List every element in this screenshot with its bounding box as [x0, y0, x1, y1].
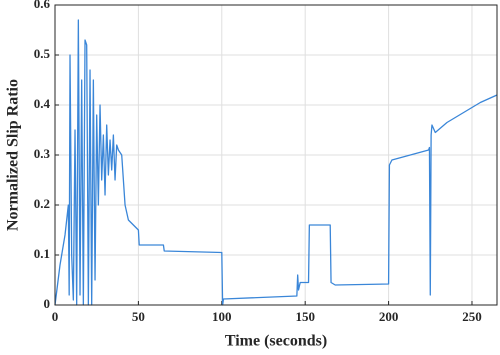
- x-tick-label: 0: [52, 309, 59, 324]
- axes-box: [54, 4, 498, 306]
- x-tick-label: 200: [379, 309, 399, 324]
- y-tick-label: 0.1: [34, 246, 50, 261]
- x-tick-label: 150: [295, 309, 315, 324]
- y-tick-label: 0.4: [34, 96, 51, 111]
- y-axis-label: Normalized Slip Ratio: [5, 79, 22, 231]
- x-tick-label: 100: [212, 309, 232, 324]
- y-tick-label: 0: [44, 296, 51, 311]
- y-tick-label: 0.5: [34, 46, 51, 61]
- data-line: [54, 19, 498, 306]
- y-tick-label: 0.6: [34, 0, 51, 11]
- y-tick-label: 0.3: [34, 146, 51, 161]
- x-axis-label: Time (seconds): [225, 333, 327, 350]
- x-tick-label: 50: [132, 309, 145, 324]
- x-tick-label: 250: [462, 309, 482, 324]
- y-tick-label: 0.2: [34, 196, 50, 211]
